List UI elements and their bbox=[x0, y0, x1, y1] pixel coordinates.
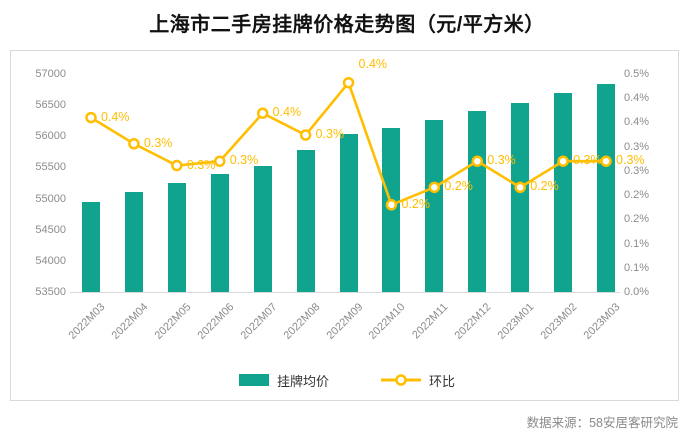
price-bar[interactable] bbox=[468, 110, 487, 292]
line-data-label: 0.2% bbox=[444, 179, 473, 194]
y-axis-tick-right: 0.1% bbox=[624, 237, 650, 250]
price-bar[interactable] bbox=[253, 166, 272, 292]
y-axis-tick-right: 0.3% bbox=[624, 164, 650, 177]
price-bar[interactable] bbox=[339, 134, 358, 292]
y-axis-tick-left: 56500 bbox=[35, 99, 66, 112]
line-data-label: 0.2% bbox=[401, 196, 430, 211]
line-data-label: 0.3% bbox=[487, 153, 516, 168]
y-axis-tick-left: 54000 bbox=[35, 254, 66, 267]
line-data-label: 0.2% bbox=[530, 179, 559, 194]
line-marker[interactable] bbox=[214, 155, 226, 167]
price-bar[interactable] bbox=[554, 93, 573, 292]
chart-title: 上海市二手房挂牌价格走势图（元/平方米） bbox=[149, 14, 545, 36]
legend: 挂牌均价 环比 bbox=[0, 371, 694, 389]
line-data-label: 0.3% bbox=[143, 135, 173, 150]
x-axis-baseline bbox=[70, 292, 620, 293]
line-data-label: 0.3% bbox=[616, 153, 645, 168]
price-bar[interactable] bbox=[425, 120, 444, 292]
price-bar[interactable] bbox=[82, 201, 100, 292]
data-source-note: 数据来源：58安居客研究院 bbox=[526, 416, 678, 430]
y-axis-tick-left: 53500 bbox=[35, 286, 66, 298]
line-data-label: 0.3% bbox=[229, 153, 259, 168]
line-marker[interactable] bbox=[342, 76, 355, 89]
legend-item-mom-change[interactable]: 环比 bbox=[381, 371, 455, 390]
line-marker[interactable] bbox=[299, 129, 312, 141]
price-bar[interactable] bbox=[210, 173, 229, 292]
line-data-label: 0.4% bbox=[101, 109, 130, 124]
line-marker[interactable] bbox=[428, 181, 441, 194]
line-marker[interactable] bbox=[85, 111, 97, 124]
line-marker[interactable] bbox=[128, 138, 140, 150]
y-axis-tick-right: 0.3% bbox=[624, 140, 650, 153]
y-axis-tick-left: 54500 bbox=[35, 223, 66, 236]
line-data-label: 0.3% bbox=[186, 157, 216, 172]
line-data-label: 0.4% bbox=[272, 105, 302, 120]
legend-item-listing-price[interactable]: 挂牌均价 bbox=[238, 371, 329, 390]
y-axis-tick-right: 0.4% bbox=[624, 92, 650, 105]
line-data-label: 0.3% bbox=[573, 153, 602, 168]
line-marker[interactable] bbox=[557, 155, 569, 167]
line-marker[interactable] bbox=[471, 155, 484, 167]
price-bar[interactable] bbox=[167, 183, 186, 292]
y-axis-tick-right: 0.2% bbox=[624, 213, 650, 226]
y-axis-tick-left: 55500 bbox=[35, 161, 66, 174]
bar-series-swatch-icon bbox=[238, 374, 269, 386]
y-axis-tick-left: 57000 bbox=[35, 68, 66, 80]
y-axis-tick-right: 0.5% bbox=[624, 68, 650, 80]
legend-label: 环比 bbox=[429, 373, 456, 389]
y-axis-tick-right: 0.4% bbox=[624, 116, 650, 129]
price-bar[interactable] bbox=[511, 103, 530, 292]
y-axis-tick-right: 0.1% bbox=[624, 261, 650, 274]
price-bar[interactable] bbox=[124, 192, 143, 292]
price-bar[interactable] bbox=[296, 149, 315, 292]
line-marker[interactable] bbox=[171, 159, 183, 172]
line-marker[interactable] bbox=[514, 181, 526, 194]
legend-label: 挂牌均价 bbox=[276, 373, 329, 389]
line-data-label: 0.3% bbox=[315, 127, 345, 142]
line-marker[interactable] bbox=[385, 199, 398, 211]
y-axis-tick-left: 56000 bbox=[35, 130, 66, 143]
line-data-label: 0.4% bbox=[358, 56, 388, 71]
line-marker[interactable] bbox=[600, 155, 612, 167]
line-series-swatch-icon bbox=[381, 374, 421, 386]
y-axis-tick-right: 0.2% bbox=[624, 189, 650, 202]
y-axis-tick-right: 0.0% bbox=[624, 286, 650, 298]
line-marker[interactable] bbox=[256, 107, 269, 119]
y-axis-tick-left: 55000 bbox=[35, 192, 66, 205]
price-bar[interactable] bbox=[597, 83, 616, 292]
